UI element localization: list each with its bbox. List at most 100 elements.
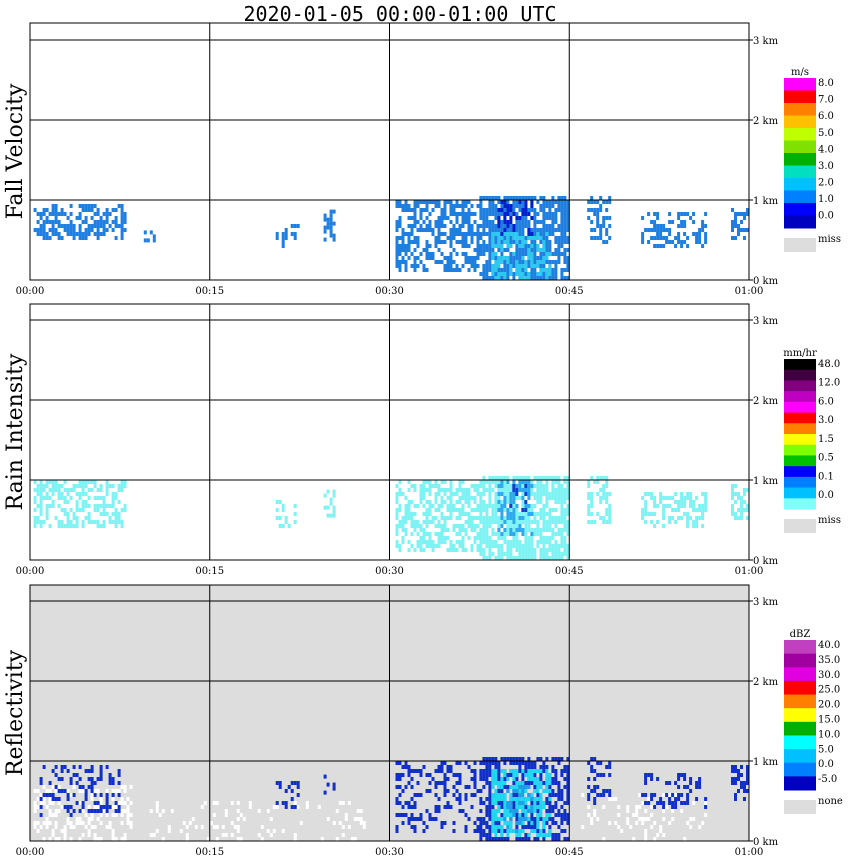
data-cell bbox=[54, 809, 58, 813]
data-cell bbox=[665, 496, 669, 500]
data-cell bbox=[518, 552, 522, 556]
data-cell bbox=[566, 765, 570, 769]
data-cell bbox=[506, 805, 510, 809]
data-cell bbox=[404, 508, 408, 512]
data-cell bbox=[63, 496, 67, 500]
data-cell bbox=[419, 252, 423, 256]
data-cell bbox=[503, 480, 507, 484]
data-cell bbox=[563, 196, 567, 200]
data-cell bbox=[512, 520, 516, 524]
data-cell bbox=[167, 829, 171, 833]
data-cell bbox=[96, 208, 100, 212]
data-cell bbox=[641, 801, 645, 805]
data-cell bbox=[66, 232, 70, 236]
data-cell bbox=[410, 825, 414, 829]
data-cell bbox=[51, 208, 55, 212]
data-cell bbox=[680, 492, 684, 496]
data-cell bbox=[548, 777, 552, 781]
data-cell bbox=[395, 773, 399, 777]
data-cell bbox=[296, 781, 300, 785]
data-cell bbox=[515, 769, 519, 773]
data-cell bbox=[554, 488, 558, 492]
data-cell bbox=[608, 761, 612, 765]
data-cell bbox=[120, 204, 124, 208]
data-cell bbox=[467, 208, 471, 212]
data-cell bbox=[557, 496, 561, 500]
data-cell bbox=[105, 480, 109, 484]
data-cell bbox=[506, 488, 510, 492]
data-cell bbox=[51, 224, 55, 228]
data-cell bbox=[695, 496, 699, 500]
data-cell bbox=[452, 208, 456, 212]
data-cell bbox=[431, 544, 435, 548]
data-cell bbox=[530, 256, 534, 260]
data-cell bbox=[320, 837, 324, 841]
data-cell bbox=[542, 212, 546, 216]
data-cell bbox=[701, 492, 705, 496]
data-cell bbox=[293, 512, 297, 516]
data-cell bbox=[524, 785, 528, 789]
data-cell bbox=[425, 540, 429, 544]
data-cell bbox=[45, 512, 49, 516]
data-cell bbox=[443, 208, 447, 212]
data-cell bbox=[63, 765, 67, 769]
data-cell bbox=[518, 785, 522, 789]
data-cell bbox=[464, 256, 468, 260]
data-cell bbox=[515, 837, 519, 841]
data-cell bbox=[407, 208, 411, 212]
data-cell bbox=[539, 488, 543, 492]
data-cell bbox=[515, 805, 519, 809]
data-cell bbox=[452, 773, 456, 777]
data-cell bbox=[560, 536, 564, 540]
data-cell bbox=[515, 240, 519, 244]
data-cell bbox=[542, 208, 546, 212]
data-cell bbox=[560, 268, 564, 272]
data-cell bbox=[476, 825, 480, 829]
data-cell bbox=[449, 236, 453, 240]
data-cell bbox=[446, 260, 450, 264]
data-cell bbox=[527, 260, 531, 264]
data-cell bbox=[491, 821, 495, 825]
data-cell bbox=[503, 264, 507, 268]
data-cell bbox=[476, 264, 480, 268]
data-cell bbox=[485, 797, 489, 801]
data-cell bbox=[494, 484, 498, 488]
data-cell bbox=[69, 813, 73, 817]
data-cell bbox=[689, 504, 693, 508]
data-cell bbox=[293, 504, 297, 508]
data-cell bbox=[509, 817, 513, 821]
data-cell bbox=[84, 516, 88, 520]
colorbar-label: 6.0 bbox=[818, 396, 834, 407]
data-cell bbox=[96, 801, 100, 805]
data-cell bbox=[491, 488, 495, 492]
data-cell bbox=[419, 793, 423, 797]
data-cell bbox=[521, 504, 525, 508]
colorbar-label: 1.5 bbox=[818, 434, 834, 445]
data-cell bbox=[563, 548, 567, 552]
data-cell bbox=[506, 260, 510, 264]
data-cell bbox=[464, 793, 468, 797]
data-cell bbox=[497, 232, 501, 236]
data-cell bbox=[398, 204, 402, 208]
data-cell bbox=[111, 805, 115, 809]
data-cell bbox=[506, 236, 510, 240]
data-cell bbox=[90, 208, 94, 212]
data-cell bbox=[644, 228, 648, 232]
data-cell bbox=[509, 793, 513, 797]
data-cell bbox=[566, 240, 570, 244]
data-cell bbox=[323, 225, 327, 230]
data-cell bbox=[668, 801, 672, 805]
data-cell bbox=[416, 236, 420, 240]
data-cell bbox=[485, 837, 489, 841]
data-cell bbox=[560, 496, 564, 500]
data-cell bbox=[662, 833, 666, 837]
data-cell bbox=[539, 480, 543, 484]
data-cell bbox=[521, 236, 525, 240]
data-cell bbox=[605, 789, 609, 793]
data-cell bbox=[497, 809, 501, 813]
data-cell bbox=[398, 508, 402, 512]
data-cell bbox=[599, 476, 603, 480]
data-cell bbox=[548, 528, 552, 532]
data-cell bbox=[152, 234, 156, 239]
data-cell bbox=[494, 480, 498, 484]
